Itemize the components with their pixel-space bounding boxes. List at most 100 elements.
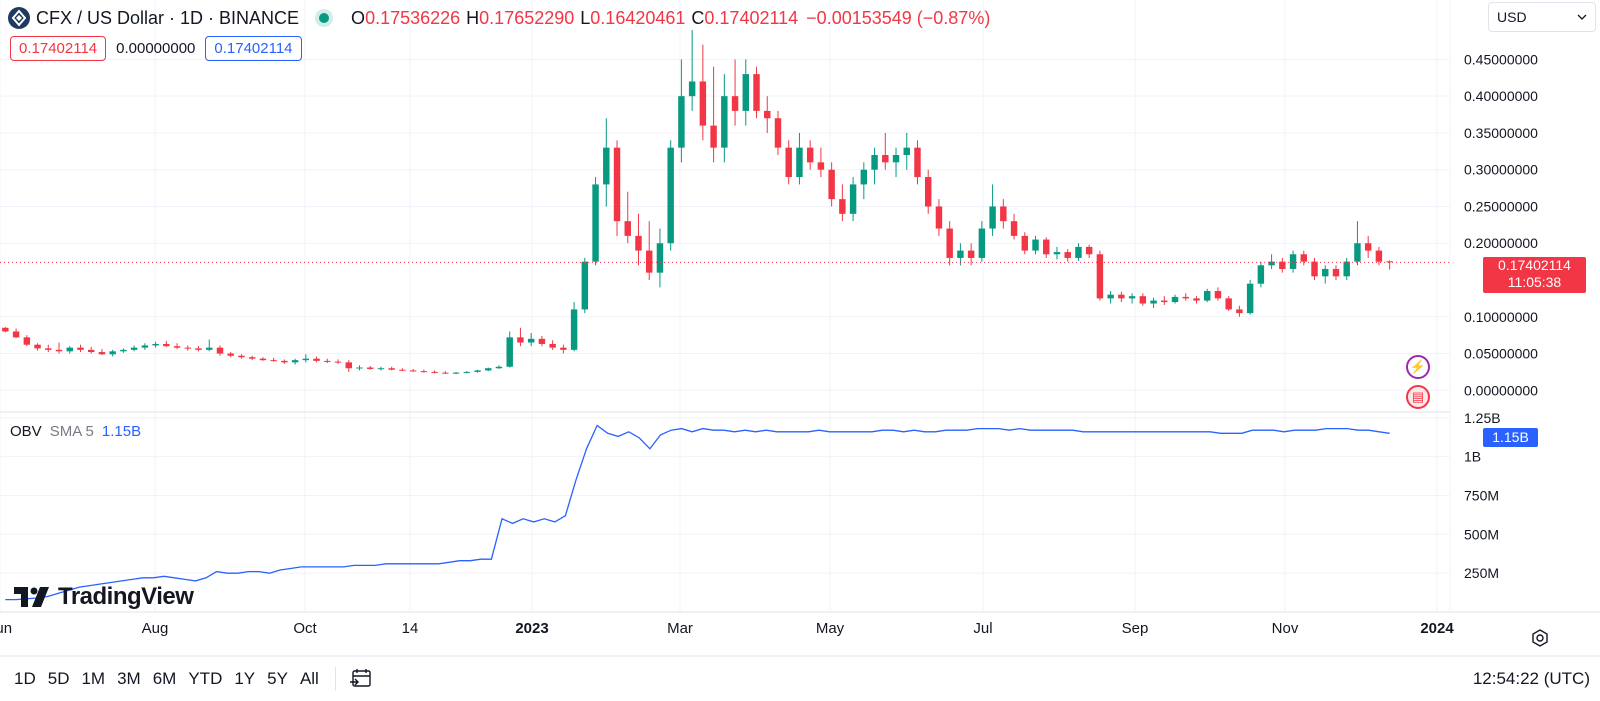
symbol-title[interactable]: CFX / US Dollar · 1D · BINANCE	[36, 7, 300, 28]
candle-body	[1289, 254, 1297, 269]
candle-body	[924, 177, 932, 207]
candle	[1279, 257, 1286, 273]
obv-line	[5, 424, 1390, 601]
utc-clock[interactable]: 12:54:22 (UTC)	[1472, 668, 1590, 688]
change-value: −0.00153549 (−0.87%)	[806, 7, 991, 28]
candle	[495, 365, 503, 369]
candle-body	[270, 360, 277, 362]
candle	[1225, 296, 1232, 311]
candle-body	[1343, 261, 1350, 277]
candle-body	[1322, 268, 1329, 277]
candle-body	[281, 360, 288, 363]
high-label: H	[466, 7, 480, 28]
candle-body	[474, 370, 481, 372]
obv-legend[interactable]: OBV SMA 5 1.15B	[10, 423, 141, 440]
candle	[688, 30, 696, 111]
candle	[957, 243, 964, 266]
last-price-tag: 0.17402114 11:05:38	[1483, 257, 1586, 293]
candle	[141, 343, 149, 350]
range-button-1m[interactable]: 1M	[81, 668, 106, 688]
candle	[635, 213, 642, 266]
candle	[1311, 257, 1318, 280]
candle-body	[366, 367, 374, 369]
bottom-toolbar: 1D 5D 1M 3M 6M YTD 1Y 5Y All 12:54:22 (UTC)	[0, 656, 1600, 701]
candle	[152, 341, 159, 348]
range-button-5d[interactable]: 5D	[47, 668, 70, 688]
candle	[667, 140, 674, 251]
candle-body	[485, 368, 492, 371]
candle-body	[45, 348, 52, 350]
candle	[1332, 265, 1340, 280]
spread-value: 0.00000000	[116, 40, 196, 57]
candle-body	[409, 370, 417, 372]
candle	[882, 132, 889, 170]
candle	[324, 358, 331, 364]
x-tick-label: Jul	[973, 620, 992, 637]
candle-body	[860, 169, 868, 185]
range-button-6m[interactable]: 6M	[152, 668, 177, 688]
candle	[1128, 293, 1136, 304]
settings-icon[interactable]	[1530, 628, 1550, 648]
candle-body	[431, 371, 438, 373]
candle-body	[1279, 261, 1286, 269]
candle	[1322, 265, 1329, 284]
candle-body	[592, 184, 599, 262]
candle	[989, 184, 996, 236]
candle	[849, 177, 857, 222]
candle-body	[828, 169, 835, 200]
candle	[742, 59, 750, 126]
range-button-all[interactable]: All	[299, 668, 319, 688]
sell-price-box[interactable]: 0.17402114	[10, 36, 107, 61]
y-tick-label: 0.35000000	[1464, 125, 1538, 141]
tradingview-logo[interactable]: TradingView	[14, 583, 194, 611]
candle-body	[914, 147, 921, 178]
lightning-icon[interactable]: ⚡	[1406, 355, 1430, 379]
candle-body	[420, 371, 428, 373]
candle-body	[978, 228, 986, 258]
candle-body	[645, 250, 653, 273]
currency-value: USD	[1497, 9, 1527, 25]
market-open-dot-icon[interactable]	[319, 13, 330, 23]
y-tick-label: 0.30000000	[1464, 162, 1538, 178]
range-button-5y[interactable]: 5Y	[267, 668, 288, 688]
buy-price-box[interactable]: 0.17402114	[205, 36, 302, 61]
candle	[871, 147, 878, 185]
candle-body	[1139, 296, 1147, 304]
close-label: C	[691, 7, 705, 28]
candle	[978, 221, 986, 262]
candle	[409, 368, 417, 372]
candle-body	[248, 357, 256, 359]
candle-body	[699, 81, 707, 126]
candle	[66, 346, 73, 354]
candle-body	[55, 349, 63, 352]
candle	[731, 59, 739, 126]
us-flag-icon[interactable]: ▤	[1406, 385, 1430, 409]
date-range-icon[interactable]	[348, 666, 374, 692]
range-button-3m[interactable]: 3M	[117, 668, 141, 688]
chevron-down-icon	[1577, 14, 1587, 20]
low-value: 0.16420461	[590, 7, 686, 28]
candle-body	[839, 199, 846, 214]
candle-body	[903, 147, 910, 155]
candle	[34, 343, 41, 351]
candle-body	[1300, 254, 1308, 262]
range-button-1y[interactable]: 1Y	[234, 668, 256, 688]
range-button-ytd[interactable]: YTD	[188, 668, 223, 688]
candle-body	[1053, 252, 1061, 255]
candle-body	[141, 345, 149, 348]
currency-select[interactable]: USD	[1488, 2, 1596, 32]
candle-body	[989, 206, 996, 229]
candle-body	[1203, 291, 1211, 301]
range-button-1d[interactable]: 1D	[14, 668, 36, 688]
candle-body	[560, 347, 567, 350]
candle-body	[1064, 252, 1071, 258]
x-tick-label: Sep	[1122, 620, 1149, 637]
candle-body	[227, 353, 234, 356]
cfx-logo-icon[interactable]	[8, 7, 30, 29]
candle	[431, 370, 438, 374]
candle	[1107, 291, 1114, 304]
candle-body	[538, 338, 546, 344]
candle-body	[238, 355, 245, 358]
candle	[721, 74, 728, 163]
